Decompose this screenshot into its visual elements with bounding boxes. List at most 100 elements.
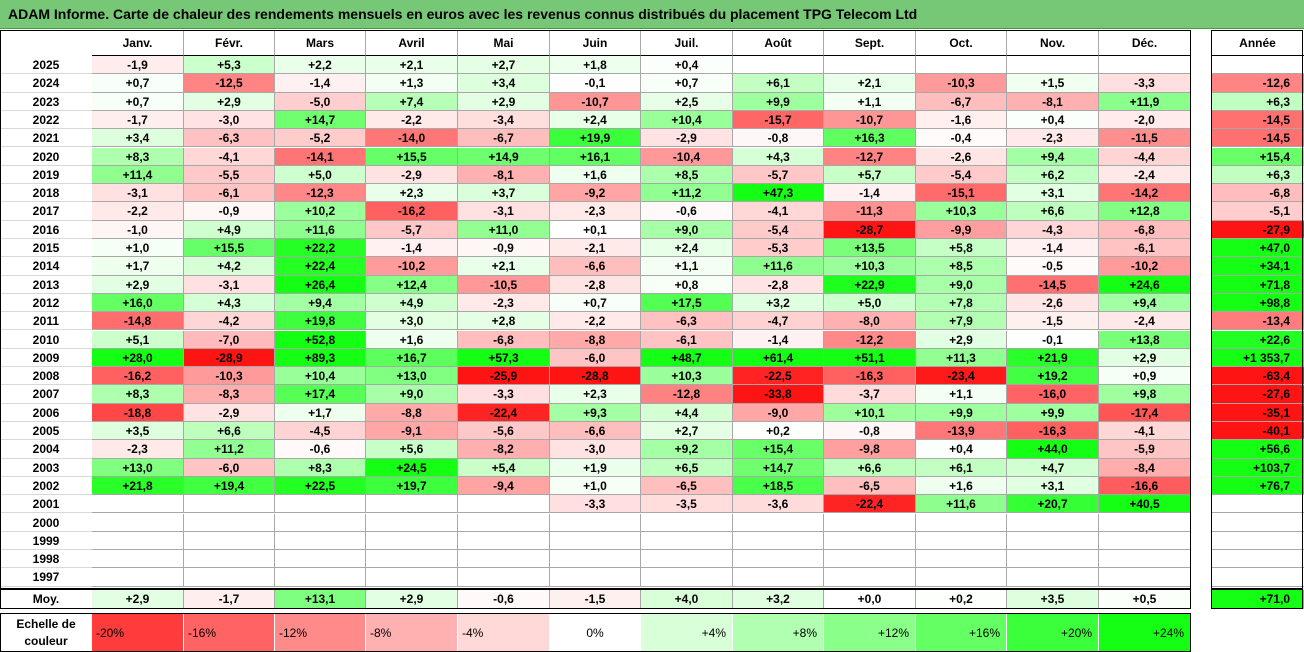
heatmap-cell[interactable]: +2,1 [366,56,458,75]
heatmap-cell[interactable]: -0,8 [733,129,824,148]
heatmap-cell[interactable] [1099,550,1191,569]
heatmap-cell[interactable]: -1,7 [92,110,184,130]
heatmap-cell[interactable]: -5,6 [458,422,550,441]
heatmap-cell[interactable]: +5,8 [916,239,1007,258]
heatmap-cell[interactable]: +2,4 [641,239,733,258]
heatmap-cell[interactable]: +19,4 [184,476,275,496]
heatmap-cell[interactable]: +3,1 [1007,184,1099,203]
heatmap-cell[interactable]: +3,7 [458,184,550,203]
heatmap-cell[interactable]: +48,7 [641,348,733,368]
heatmap-cell[interactable]: +8,3 [275,458,366,477]
heatmap-cell[interactable]: +1,1 [824,92,916,111]
heatmap-cell[interactable]: -6,0 [184,458,275,477]
heatmap-cell[interactable]: -8,0 [824,312,916,331]
heatmap-cell[interactable]: +0,1 [550,220,641,239]
heatmap-cell[interactable]: +8,5 [916,257,1007,276]
heatmap-cell[interactable]: -28,9 [184,348,275,368]
heatmap-cell[interactable]: -10,7 [550,92,641,111]
heatmap-cell[interactable]: -3,1 [184,275,275,294]
heatmap-cell[interactable]: +1,3 [366,74,458,93]
heatmap-cell[interactable] [916,531,1007,551]
heatmap-cell[interactable]: +14,7 [275,110,366,130]
heatmap-cell[interactable]: +0,7 [641,74,733,93]
heatmap-cell[interactable]: +9,4 [1099,293,1191,313]
heatmap-cell[interactable] [275,513,366,532]
heatmap-cell[interactable] [1007,550,1099,569]
heatmap-cell[interactable]: -1,4 [366,239,458,258]
heatmap-cell[interactable]: -15,1 [916,184,1007,203]
heatmap-cell[interactable]: +1,1 [916,385,1007,404]
heatmap-cell[interactable]: -1,4 [1007,239,1099,258]
heatmap-cell[interactable]: -9,1 [366,422,458,441]
heatmap-cell[interactable]: +10,3 [824,257,916,276]
heatmap-cell[interactable] [916,56,1007,75]
heatmap-cell[interactable]: -2,8 [550,275,641,294]
heatmap-cell[interactable]: -12,3 [275,184,366,203]
heatmap-cell[interactable]: +2,9 [184,92,275,111]
heatmap-cell[interactable]: +17,5 [641,293,733,313]
heatmap-cell[interactable]: +22,2 [275,239,366,258]
annual-cell[interactable]: +76,7 [1211,476,1304,496]
annual-cell[interactable] [1211,531,1304,551]
heatmap-cell[interactable]: +4,9 [184,220,275,239]
heatmap-cell[interactable]: -33,8 [733,385,824,404]
heatmap-cell[interactable]: +1,0 [550,476,641,496]
heatmap-cell[interactable]: -0,8 [824,422,916,441]
average-cell[interactable]: +2,9 [366,590,458,609]
heatmap-cell[interactable] [1007,513,1099,532]
heatmap-cell[interactable]: -3,5 [641,495,733,514]
heatmap-cell[interactable]: -3,0 [184,110,275,130]
heatmap-cell[interactable]: +19,2 [1007,367,1099,386]
heatmap-cell[interactable]: +7,9 [916,312,1007,331]
annual-cell[interactable]: +98,8 [1211,293,1304,313]
heatmap-cell[interactable]: -5,2 [275,129,366,148]
heatmap-cell[interactable]: -14,8 [92,312,184,331]
annual-cell[interactable]: -14,5 [1211,110,1304,130]
heatmap-cell[interactable]: +1,7 [275,403,366,422]
average-cell[interactable]: +4,0 [641,590,733,609]
heatmap-cell[interactable]: +10,2 [275,202,366,221]
heatmap-cell[interactable]: -11,5 [1099,129,1191,148]
heatmap-cell[interactable] [733,56,824,75]
heatmap-cell[interactable]: -14,0 [366,129,458,148]
heatmap-cell[interactable]: +11,9 [1099,92,1191,111]
heatmap-cell[interactable]: -1,4 [733,330,824,349]
heatmap-cell[interactable]: -12,7 [824,147,916,166]
heatmap-cell[interactable]: -8,1 [458,165,550,185]
heatmap-cell[interactable]: +3,4 [458,74,550,93]
heatmap-cell[interactable] [275,495,366,514]
heatmap-cell[interactable]: -14,5 [1007,275,1099,294]
annual-cell[interactable] [1211,568,1304,587]
heatmap-cell[interactable]: +57,3 [458,348,550,368]
heatmap-cell[interactable]: -6,3 [641,312,733,331]
heatmap-cell[interactable]: -5,4 [733,220,824,239]
heatmap-cell[interactable]: -9,8 [824,440,916,459]
heatmap-cell[interactable]: -10,7 [824,110,916,130]
heatmap-cell[interactable] [550,550,641,569]
annual-cell[interactable]: +56,6 [1211,440,1304,459]
heatmap-cell[interactable]: -5,5 [184,165,275,185]
heatmap-cell[interactable]: +17,4 [275,385,366,404]
heatmap-cell[interactable]: +4,4 [641,403,733,422]
heatmap-cell[interactable] [916,550,1007,569]
heatmap-cell[interactable]: +15,5 [366,147,458,166]
heatmap-cell[interactable]: +6,6 [824,458,916,477]
heatmap-cell[interactable]: +11,4 [92,165,184,185]
average-annual-cell[interactable]: +71,0 [1211,590,1304,609]
heatmap-cell[interactable] [824,531,916,551]
heatmap-cell[interactable]: -28,7 [824,220,916,239]
heatmap-cell[interactable]: +3,1 [1007,476,1099,496]
heatmap-cell[interactable]: -3,3 [550,495,641,514]
heatmap-cell[interactable]: -14,2 [1099,184,1191,203]
heatmap-cell[interactable]: +9,9 [916,403,1007,422]
heatmap-cell[interactable]: +9,0 [641,220,733,239]
heatmap-cell[interactable]: +6,5 [641,458,733,477]
annual-cell[interactable]: +34,1 [1211,257,1304,276]
heatmap-cell[interactable]: -8,3 [184,385,275,404]
heatmap-cell[interactable]: -3,4 [458,110,550,130]
heatmap-cell[interactable]: +16,0 [92,293,184,313]
heatmap-cell[interactable]: -4,7 [733,312,824,331]
heatmap-cell[interactable]: -5,3 [733,239,824,258]
heatmap-cell[interactable]: -11,3 [824,202,916,221]
heatmap-cell[interactable]: +2,9 [458,92,550,111]
